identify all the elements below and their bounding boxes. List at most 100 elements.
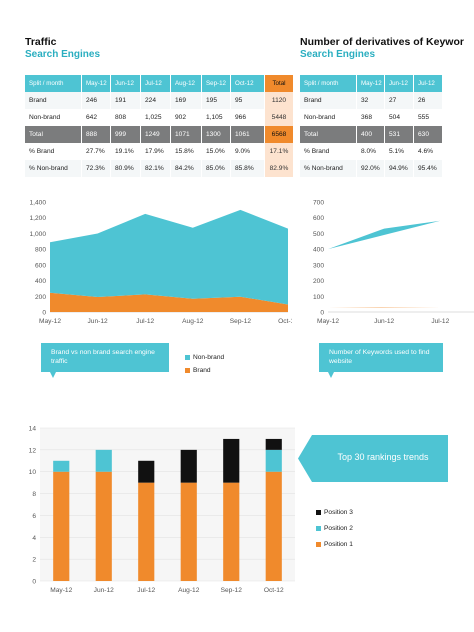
rankings-bar-chart: 0 2 4 6 8 10 12 14 May-12 Jun-12 Jul-12 Aug-12 Sep-1… <box>29 426 295 594</box>
callout-shape <box>298 435 448 482</box>
legend-label: Non-brand <box>193 354 225 361</box>
table-cell: 1300 <box>201 126 230 143</box>
legend-swatch <box>316 509 321 515</box>
traffic-table: Split / month May-12 Jun-12 Jul-12 Aug-1… <box>25 75 293 177</box>
plot-area <box>40 428 295 581</box>
table-cell: 966 <box>230 109 264 126</box>
area-series-non-brand <box>328 220 441 250</box>
bar-position-3 <box>223 438 240 483</box>
table-cell: 1,025 <box>140 109 170 126</box>
column-header: Jun-12 <box>110 75 140 92</box>
x-tick-label: Sep-12 <box>230 318 252 325</box>
bar-position-1 <box>265 471 282 581</box>
bar-position-3 <box>138 460 155 483</box>
y-tick-label: 800 <box>35 247 46 254</box>
y-tick-label: 500 <box>313 231 324 238</box>
table-cell: 85.8% <box>230 160 264 177</box>
y-tick-label: 700 <box>313 200 324 207</box>
table-cell: 26 <box>413 92 442 109</box>
table-cell: 902 <box>170 109 201 126</box>
x-tick-label: Aug-12 <box>178 587 200 594</box>
y-tick-label: 0 <box>42 310 46 317</box>
row-label: Non-brand <box>25 109 81 126</box>
table-cell: 94.9% <box>384 160 413 177</box>
table-cell-total: 82.9% <box>264 160 293 177</box>
callout-shape <box>319 343 443 378</box>
y-tick-label: 8 <box>32 491 36 498</box>
y-tick-label: 12 <box>29 447 37 454</box>
column-header-total: Total <box>264 75 293 92</box>
row-label: Total <box>25 126 81 143</box>
table-cell: 1071 <box>170 126 201 143</box>
y-tick-label: 600 <box>313 215 324 222</box>
table-cell-total: 17.1% <box>264 143 293 160</box>
row-label: Brand <box>25 92 81 109</box>
table-cell: 1061 <box>230 126 264 143</box>
bar-position-1 <box>53 471 70 581</box>
table-cell: 504 <box>384 109 413 126</box>
table-cell: 9.0% <box>230 143 264 160</box>
table-cell: 17.9% <box>140 143 170 160</box>
bar-position-3 <box>265 438 282 450</box>
traffic-callout: Brand vs non brand search engine traffic <box>41 343 169 379</box>
table-cell: 80.9% <box>110 160 140 177</box>
column-header: Jul-12 <box>140 75 170 92</box>
table-cell: 15.0% <box>201 143 230 160</box>
y-tick-label: 0 <box>320 310 324 317</box>
table-row: % Brand 27.7% 19.1% 17.9% 15.8% 15.0% 9.… <box>25 143 293 160</box>
legend-swatch <box>185 367 190 373</box>
bar-position-1 <box>95 471 112 581</box>
y-tick-label: 200 <box>313 278 324 285</box>
table-cell: 4.6% <box>413 143 442 160</box>
table-cell: 5.1% <box>384 143 413 160</box>
y-tick-label: 4 <box>32 535 36 542</box>
keywords-table: Split / month May-12 Jun-12 Jul-12 Brand… <box>300 75 442 177</box>
table-cell: 85.0% <box>201 160 230 177</box>
column-header: Jul-12 <box>413 75 442 92</box>
row-label: % Brand <box>25 143 81 160</box>
traffic-area-chart: 0 200 400 600 800 1,000 1,200 1,400 May-12 Jun-12… <box>29 200 292 326</box>
bar-position-2 <box>265 449 282 472</box>
y-tick-label: 100 <box>313 294 324 301</box>
x-tick-label: May-12 <box>50 587 72 594</box>
column-header: Split / month <box>25 75 81 92</box>
table-row-total: Total 400 531 630 <box>300 126 442 143</box>
column-header: May-12 <box>356 75 384 92</box>
table-cell: 630 <box>413 126 442 143</box>
y-tick-label: 300 <box>313 262 324 269</box>
rankings-callout: Top 30 rankings trends <box>298 435 448 482</box>
area-series-non-brand <box>50 209 288 305</box>
x-tick-label: Jun-12 <box>374 318 394 325</box>
row-label: % Brand <box>300 143 356 160</box>
row-label: % Non-brand <box>300 160 356 177</box>
x-tick-label: Jul-12 <box>137 587 155 594</box>
x-tick-label: Aug-12 <box>182 318 204 325</box>
bar-position-1 <box>223 482 240 581</box>
x-tick-label: May-12 <box>317 318 339 325</box>
x-tick-label: Sep-12 <box>221 587 243 594</box>
x-tick-label: Jun-12 <box>94 587 114 594</box>
y-tick-label: 200 <box>35 294 46 301</box>
keywords-callout-text: Number of Keywords used to find website <box>329 349 430 365</box>
y-tick-label: 0 <box>32 579 36 586</box>
table-cell: 95.4% <box>413 160 442 177</box>
table-cell: 27.7% <box>81 143 110 160</box>
table-cell: 27 <box>384 92 413 109</box>
table-row-total: Total 888 999 1249 1071 1300 1061 6568 <box>25 126 293 143</box>
legend-label: Brand <box>193 367 211 374</box>
table-cell: 1249 <box>140 126 170 143</box>
y-tick-label: 600 <box>35 262 46 269</box>
table-cell-total: 6568 <box>264 126 293 143</box>
keywords-callout: Number of Keywords used to find website <box>319 343 443 379</box>
legend-swatch <box>185 354 190 360</box>
bar-position-1 <box>138 482 155 581</box>
table-cell: 224 <box>140 92 170 109</box>
table-cell: 888 <box>81 126 110 143</box>
column-header: Oct-12 <box>230 75 264 92</box>
column-header: Aug-12 <box>170 75 201 92</box>
table-cell: 191 <box>110 92 140 109</box>
legend-item-position-3: Position 3 <box>316 509 353 516</box>
table-cell: 368 <box>356 109 384 126</box>
area-series-brand <box>50 292 288 312</box>
y-tick-label: 1,200 <box>29 215 46 222</box>
